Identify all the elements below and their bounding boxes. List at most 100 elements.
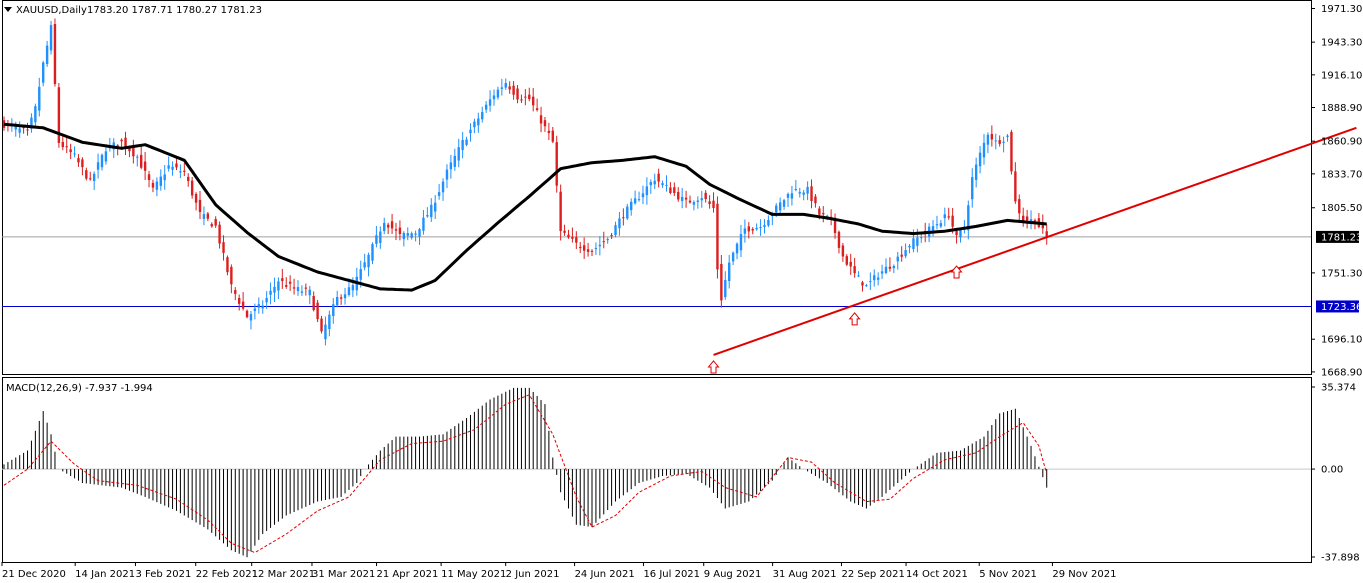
candle-body <box>626 206 629 219</box>
candle-body <box>288 281 292 284</box>
candle-body <box>351 285 355 291</box>
candle-body <box>641 193 645 198</box>
candle-body <box>994 140 997 142</box>
trend-line[interactable] <box>713 126 1357 356</box>
candle-body <box>586 249 590 252</box>
candle-body <box>61 141 64 148</box>
candle-body <box>876 277 880 280</box>
candle-body <box>394 229 398 231</box>
candle-body <box>332 304 335 317</box>
x-tick-label: 12 Mar 2021 <box>252 569 315 580</box>
candle-body <box>65 146 68 148</box>
macd-signal-line <box>3 394 1048 554</box>
candle-body <box>261 305 264 309</box>
candle-body <box>688 200 692 203</box>
candle-body <box>547 130 551 134</box>
x-tick-label: 29 Nov 2021 <box>1052 569 1116 580</box>
candle-body <box>739 234 743 251</box>
candle-body <box>712 200 715 208</box>
candle-body <box>884 266 888 273</box>
candle-body <box>767 219 770 226</box>
candle-body <box>657 173 660 182</box>
x-tick-label: 11 May 2021 <box>441 569 506 580</box>
candle-body <box>896 256 899 262</box>
candle-body <box>339 297 343 299</box>
candle-body <box>300 291 304 293</box>
x-tick-label: 22 Feb 2021 <box>196 569 258 580</box>
candle-body <box>143 161 147 171</box>
y-tick-label: 1860.90 <box>1321 137 1362 148</box>
candle-body <box>532 96 535 106</box>
candle-body <box>661 183 664 186</box>
candle-body <box>2 120 6 128</box>
candle-body <box>414 233 417 235</box>
candle-body <box>198 199 202 213</box>
candle-body <box>955 230 958 236</box>
candle-body <box>53 24 57 84</box>
candle-body <box>645 186 649 196</box>
candle-body <box>140 154 143 168</box>
candle-body <box>22 126 25 129</box>
y-tick-label: 1916.10 <box>1321 70 1362 81</box>
candle-body <box>14 126 17 130</box>
candle-body <box>481 112 484 120</box>
candle-body <box>386 224 390 228</box>
candle-body <box>430 204 433 218</box>
candle-body <box>477 118 480 126</box>
candle-body <box>575 237 578 243</box>
candle-body <box>469 129 472 134</box>
candle-body <box>610 235 613 237</box>
candle-body <box>951 215 954 227</box>
candle-body <box>190 180 194 196</box>
candle-body <box>73 153 76 155</box>
candle-body <box>516 88 519 100</box>
candle-body <box>978 152 982 167</box>
candle-body <box>241 301 245 309</box>
candle-body <box>1025 216 1029 222</box>
candle-body <box>822 212 825 215</box>
candle-body <box>935 224 939 226</box>
candle-body <box>265 297 268 303</box>
candle-body <box>253 308 257 311</box>
candle-body <box>96 162 100 170</box>
candle-body <box>159 176 162 186</box>
candle-body <box>273 286 276 293</box>
candle-body <box>998 140 1001 144</box>
candle-body <box>900 254 903 257</box>
candle-body <box>187 176 190 182</box>
candle-body <box>939 223 943 227</box>
candle-body <box>931 226 935 233</box>
candle-body <box>677 192 680 200</box>
candle-body <box>398 227 402 235</box>
candle-body <box>755 227 758 230</box>
x-tick-label: 14 Oct 2021 <box>906 569 968 580</box>
candle-body <box>986 134 990 145</box>
candle-body <box>116 145 119 147</box>
candle-body <box>292 287 296 289</box>
x-tick-label: 5 Nov 2021 <box>979 569 1037 580</box>
candle-body <box>571 236 574 239</box>
candle-body <box>990 133 994 140</box>
candle-body <box>1014 171 1017 202</box>
candle-body <box>673 187 676 194</box>
candle-body <box>971 177 974 200</box>
candle-body <box>524 96 527 98</box>
candle-body <box>974 164 978 180</box>
candle-body <box>410 233 413 238</box>
candle-body <box>692 202 696 205</box>
candle-body <box>296 287 300 292</box>
x-tick-label: 22 Sep 2021 <box>841 569 904 580</box>
candle-body <box>379 231 382 243</box>
candle-body <box>465 139 468 145</box>
candle-body <box>892 265 896 269</box>
price-chart-title: XAUUSD,Daily <box>16 5 87 16</box>
collapse-triangle-icon[interactable] <box>4 7 12 12</box>
candle-body <box>982 142 986 158</box>
candle-body <box>508 86 511 90</box>
candle-body <box>461 139 464 151</box>
candle-body <box>222 242 225 253</box>
candle-body <box>155 181 159 190</box>
candle-body <box>908 245 911 248</box>
candle-body <box>751 229 754 231</box>
candle-body <box>782 200 786 207</box>
